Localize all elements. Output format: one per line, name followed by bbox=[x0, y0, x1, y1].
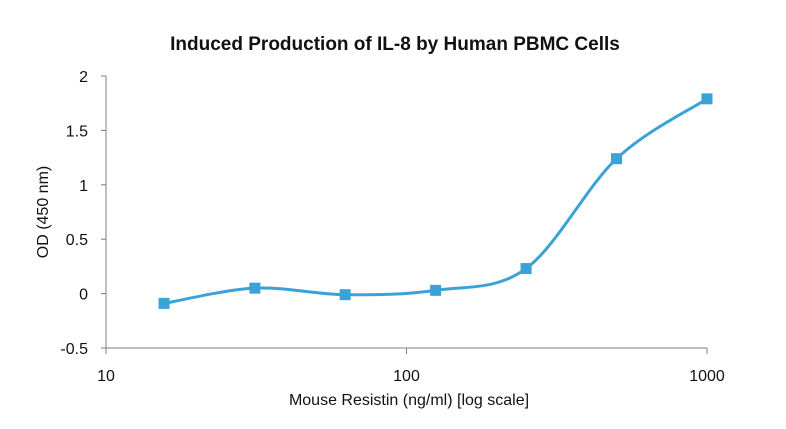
ticks: -0.5 0 0.5 1 1.5 2 10 100 1000 bbox=[60, 69, 724, 385]
data-point-marker bbox=[430, 284, 442, 296]
y-tick-label: 0 bbox=[79, 287, 88, 304]
chart-title: Induced Production of IL-8 by Human PBMC… bbox=[170, 34, 620, 55]
x-tick-label: 100 bbox=[393, 368, 420, 385]
series-line bbox=[162, 97, 709, 305]
x-tick-label: 1000 bbox=[689, 368, 725, 385]
data-point-marker bbox=[249, 282, 261, 294]
axes bbox=[105, 76, 707, 349]
data-point-marker bbox=[158, 297, 170, 309]
y-tick-label: 1.5 bbox=[66, 123, 88, 140]
x-tick-label: 10 bbox=[97, 368, 115, 385]
data-point-marker bbox=[520, 263, 532, 275]
y-axis-label: OD (450 nm) bbox=[35, 166, 52, 258]
data-point-marker bbox=[701, 93, 713, 105]
data-point-marker bbox=[611, 153, 623, 165]
y-tick-label: 0.5 bbox=[66, 232, 88, 249]
y-tick-label: -0.5 bbox=[60, 341, 88, 358]
x-axis-label: Mouse Resistin (ng/ml) [log scale] bbox=[289, 392, 529, 409]
y-tick-label: 2 bbox=[79, 69, 88, 86]
data-point-marker bbox=[339, 289, 351, 301]
y-tick-label: 1 bbox=[79, 178, 88, 195]
series-group bbox=[158, 93, 713, 309]
